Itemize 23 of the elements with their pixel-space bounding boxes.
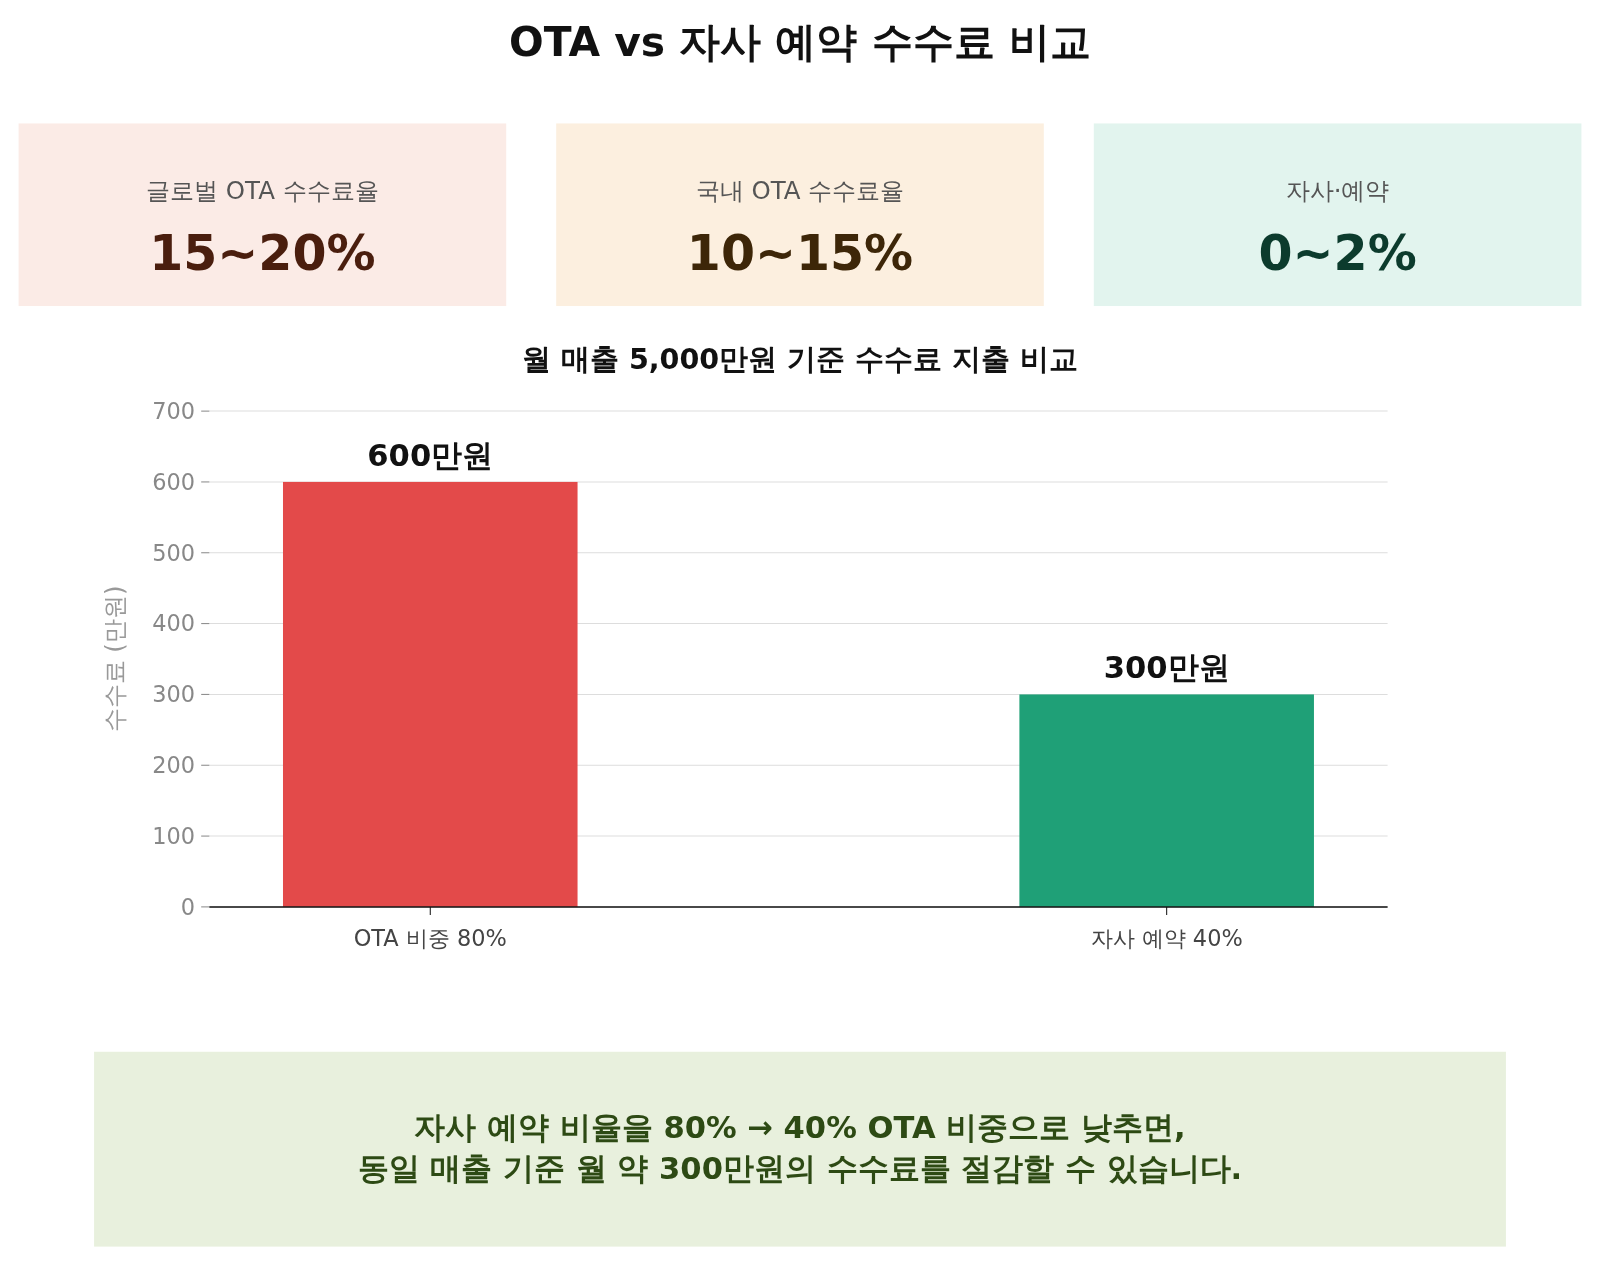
y-axis-title: 수수료 (만원) bbox=[99, 585, 129, 733]
x-tick-label: 자사 예약 40% bbox=[1090, 924, 1243, 951]
y-tick-label: 200 bbox=[152, 752, 196, 779]
y-tick-label: 700 bbox=[152, 397, 196, 424]
text: 동일 매출 기준 월 약 300만원의 수수료를 절감할 수 있습니다. bbox=[357, 1151, 1243, 1187]
y-tick-label: 0 bbox=[180, 893, 196, 920]
text: 10~15% bbox=[686, 225, 914, 283]
y-tick-label: 400 bbox=[152, 610, 196, 637]
text: 0~2% bbox=[1258, 225, 1417, 283]
text: OTA vs 자사 예약 수수료 비교 bbox=[509, 18, 1091, 67]
data-label: 300만원 bbox=[1103, 650, 1230, 686]
y-tick-label: 100 bbox=[152, 822, 196, 849]
y-tick-label: 500 bbox=[152, 539, 196, 566]
y-tick-label: 600 bbox=[152, 468, 196, 495]
text: 국내 OTA 수수료율 bbox=[695, 175, 905, 205]
text: 자사·예약 bbox=[1285, 175, 1390, 205]
text: 글로벌 OTA 수수료율 bbox=[146, 175, 379, 205]
x-tick-label: OTA 비중 80% bbox=[353, 924, 507, 951]
data-label: 600만원 bbox=[367, 437, 494, 473]
chart-title: 월 매출 5,000만원 기준 수수료 지출 비교 bbox=[522, 342, 1078, 377]
text: 자사 예약 비율을 80% → 40% OTA 비중으로 낮추면, bbox=[414, 1110, 1186, 1146]
text: 15~20% bbox=[149, 225, 376, 283]
y-tick-label: 300 bbox=[152, 681, 196, 708]
